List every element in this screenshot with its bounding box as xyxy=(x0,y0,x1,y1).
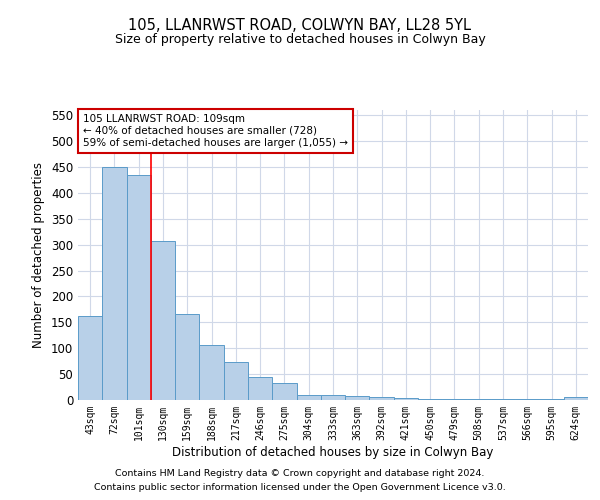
Bar xyxy=(199,345,224,400)
Y-axis label: Number of detached properties: Number of detached properties xyxy=(32,162,46,348)
Bar xyxy=(127,174,151,400)
Text: Contains HM Land Registry data © Crown copyright and database right 2024.: Contains HM Land Registry data © Crown c… xyxy=(115,468,485,477)
Bar xyxy=(272,383,296,400)
Bar xyxy=(467,399,491,400)
Bar xyxy=(345,396,370,400)
Bar xyxy=(224,362,248,400)
Bar xyxy=(78,316,102,400)
Bar xyxy=(175,314,199,400)
Bar xyxy=(321,395,345,400)
Text: 105 LLANRWST ROAD: 109sqm
← 40% of detached houses are smaller (728)
59% of semi: 105 LLANRWST ROAD: 109sqm ← 40% of detac… xyxy=(83,114,348,148)
Bar xyxy=(248,376,272,400)
Bar xyxy=(296,395,321,400)
Bar xyxy=(491,399,515,400)
Bar xyxy=(442,399,467,400)
Bar xyxy=(418,399,442,400)
Bar xyxy=(370,398,394,400)
Text: Contains public sector information licensed under the Open Government Licence v3: Contains public sector information licen… xyxy=(94,484,506,492)
Bar xyxy=(394,398,418,400)
X-axis label: Distribution of detached houses by size in Colwyn Bay: Distribution of detached houses by size … xyxy=(172,446,494,458)
Text: Size of property relative to detached houses in Colwyn Bay: Size of property relative to detached ho… xyxy=(115,32,485,46)
Bar xyxy=(151,241,175,400)
Bar xyxy=(564,398,588,400)
Text: 105, LLANRWST ROAD, COLWYN BAY, LL28 5YL: 105, LLANRWST ROAD, COLWYN BAY, LL28 5YL xyxy=(128,18,472,32)
Bar xyxy=(102,167,127,400)
